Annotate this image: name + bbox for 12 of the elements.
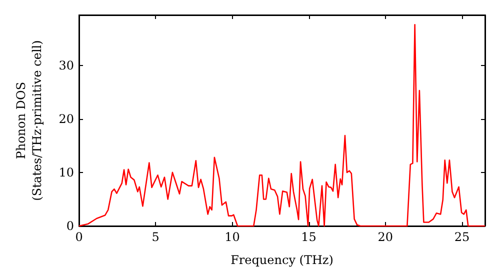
y-tick-label: 20 xyxy=(58,112,74,126)
x-tick-label: 10 xyxy=(224,230,240,244)
y-tick-label: 0 xyxy=(66,219,74,233)
x-tick-label: 25 xyxy=(454,230,470,244)
x-axis-title: Frequency (THz) xyxy=(230,253,334,267)
x-tick-label: 5 xyxy=(152,230,160,244)
y-tick-label: 10 xyxy=(58,165,74,180)
x-tick-label: 20 xyxy=(378,230,394,244)
y-axis-title: Phonon DOS (States/THz·primitive cell) xyxy=(14,40,44,201)
x-tick-label: 15 xyxy=(301,230,316,244)
y-tick-label: 30 xyxy=(58,58,74,72)
x-tick-label: 0 xyxy=(75,230,83,244)
